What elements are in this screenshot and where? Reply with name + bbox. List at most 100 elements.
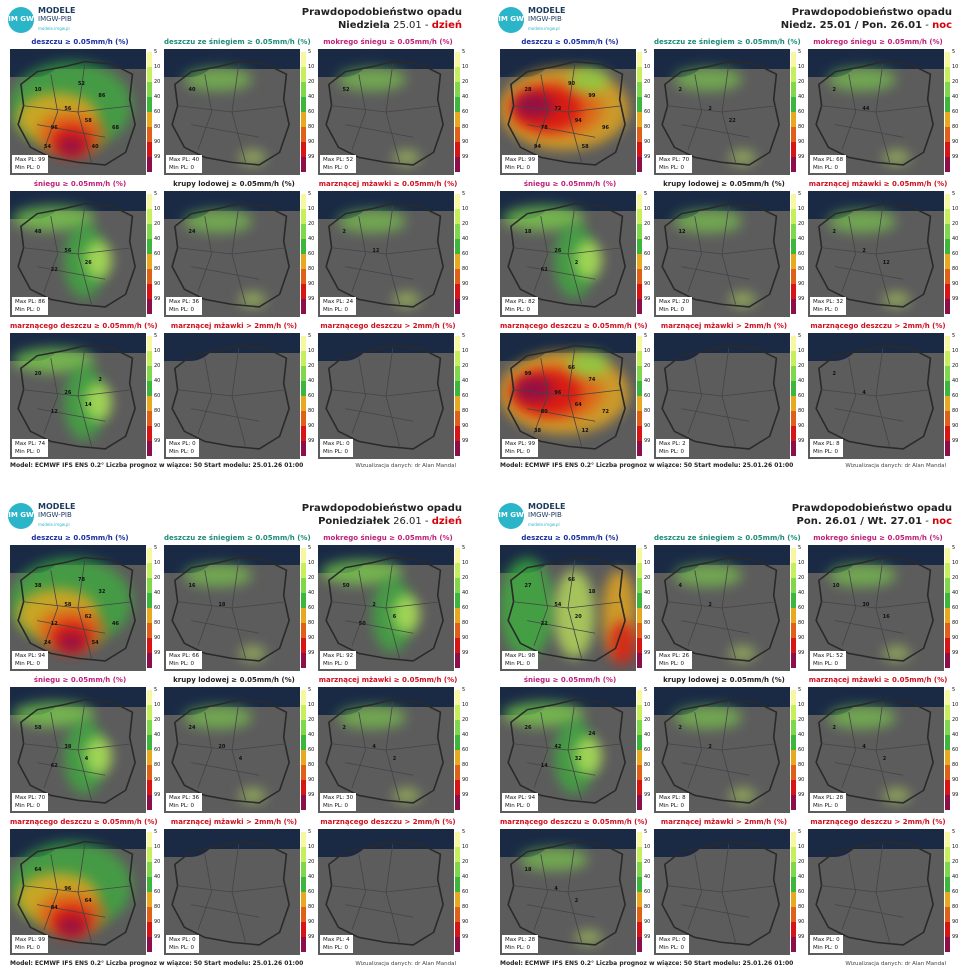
sheet-title: Prawdopodobieństwo opadu Niedz. 25.01 / P…	[781, 6, 952, 32]
color-scale-segment	[791, 441, 796, 456]
map-value-label: 99	[588, 93, 596, 100]
color-scale-tick: 10	[462, 560, 469, 566]
color-scale-segment	[147, 750, 152, 765]
panel-title: śniegu ≥ 0.05mm/h (%)	[523, 180, 617, 188]
color-scale-tick: 5	[462, 49, 466, 55]
color-scale-segment	[301, 97, 306, 112]
color-scale-segment	[147, 82, 152, 97]
min-value: Min PL: 0	[15, 449, 40, 455]
map-value-label: 2	[708, 105, 712, 112]
color-scale	[301, 52, 306, 172]
color-scale-tick: 80	[462, 408, 469, 414]
map-value-label: 20	[574, 614, 582, 621]
map-value-label: 2	[708, 601, 712, 608]
color-scale-segment	[147, 892, 152, 907]
color-scale-tick: 5	[308, 545, 312, 551]
map-value-label: 6	[392, 614, 397, 621]
color-scale-tick: 40	[798, 94, 805, 100]
panel-title: marznącej mżawki > 2mm/h (%)	[170, 322, 298, 330]
color-scale-tick: 10	[154, 844, 161, 850]
color-scale-segment	[455, 653, 460, 668]
color-scale-tick: 40	[644, 874, 651, 880]
color-scale-tick: 80	[798, 620, 805, 626]
color-scale-segment	[301, 877, 306, 892]
color-scale-segment	[945, 593, 950, 608]
color-scale-tick: 80	[308, 408, 315, 414]
color-scale-tick: 20	[308, 79, 315, 85]
footer-start-label: Start modelu:	[693, 960, 741, 967]
voivodeship-border	[77, 560, 92, 659]
min-value: Min PL: 0	[169, 803, 194, 809]
color-scale-segment	[147, 765, 152, 780]
color-scale-segment	[301, 593, 306, 608]
map-value-label: 26	[554, 247, 562, 254]
color-scale-tick: 99	[154, 934, 161, 940]
country-outline	[815, 556, 934, 662]
poland-border	[17, 698, 136, 804]
color-scale-segment	[637, 847, 642, 862]
min-value: Min PL: 0	[15, 307, 40, 313]
color-scale-tick: 90	[308, 777, 315, 783]
country-outline	[17, 698, 136, 804]
color-scale-segment	[455, 254, 460, 269]
color-scale-tick: 5	[798, 687, 802, 693]
country-outline	[661, 60, 780, 166]
color-scale-segment	[147, 847, 152, 862]
color-scale-tick: 20	[644, 575, 651, 581]
panel-stats: Max PL: 86 Min PL: 0	[12, 297, 49, 315]
min-value: Min PL: 0	[505, 945, 530, 951]
max-value: Max PL: 8	[659, 795, 686, 801]
color-scale-segment	[147, 832, 152, 847]
color-scale	[455, 832, 460, 952]
map-value-label: 22	[540, 620, 548, 627]
voivodeship-border	[875, 64, 890, 163]
imgw-logo-badge: IM GW	[498, 502, 524, 529]
color-scale-segment	[301, 638, 306, 653]
precip-area	[568, 67, 609, 94]
color-scale-tick: 60	[308, 109, 315, 115]
color-scale-segment	[301, 765, 306, 780]
color-scale-tick: 5	[798, 49, 802, 55]
color-scale-segment	[945, 907, 950, 922]
color-scale-segment	[301, 653, 306, 668]
color-scale-segment	[301, 194, 306, 209]
color-scale-segment	[301, 112, 306, 127]
map-value-label: 18	[524, 228, 532, 235]
color-scale-tick: 10	[952, 348, 959, 354]
probability-map: 2 4 2 Max PL: 30 Min PL: 0	[318, 687, 454, 813]
color-scale-segment	[637, 209, 642, 224]
map-value-label: 58	[581, 143, 589, 150]
color-scale-tick: 10	[952, 560, 959, 566]
color-scale-tick: 80	[798, 408, 805, 414]
voivodeship-border	[821, 743, 931, 751]
color-scale-segment	[147, 239, 152, 254]
color-scale-segment	[455, 127, 460, 142]
color-scale-segment	[945, 720, 950, 735]
voivodeship-border	[177, 743, 287, 751]
color-scale-segment	[301, 608, 306, 623]
color-scale-segment	[791, 735, 796, 750]
color-scale-segment	[945, 97, 950, 112]
voivodeship-border	[841, 570, 857, 646]
probability-map: 2 2 12 Max PL: 32 Min PL: 0	[808, 191, 944, 317]
color-scale-tick: 90	[154, 423, 161, 429]
probability-map: 40 Max PL: 40 Min PL: 0	[164, 49, 300, 175]
footer-start-label: Start modelu:	[203, 462, 251, 469]
voivodeship-border	[721, 348, 736, 447]
color-scale-tick: 99	[462, 296, 469, 302]
color-scale-segment	[637, 351, 642, 366]
probability-map: 24 Max PL: 36 Min PL: 0	[164, 191, 300, 317]
panel-title: marznącej mżawki ≥ 0.05mm/h (%)	[318, 180, 458, 188]
color-scale-segment	[455, 336, 460, 351]
color-scale-tick: 40	[462, 378, 469, 384]
precip-area	[84, 737, 112, 776]
imgw-logo: IM GW MODELE IMGW-PIB modele.imgw.pl	[8, 502, 75, 529]
color-scale-tick: 80	[952, 266, 959, 272]
color-scale-tick: 10	[154, 702, 161, 708]
color-scale-tick: 60	[644, 605, 651, 611]
precip-area	[554, 570, 596, 659]
color-scale-segment	[791, 922, 796, 937]
color-scale-segment	[455, 780, 460, 795]
color-scale-segment	[637, 795, 642, 810]
color-scale-segment	[945, 795, 950, 810]
